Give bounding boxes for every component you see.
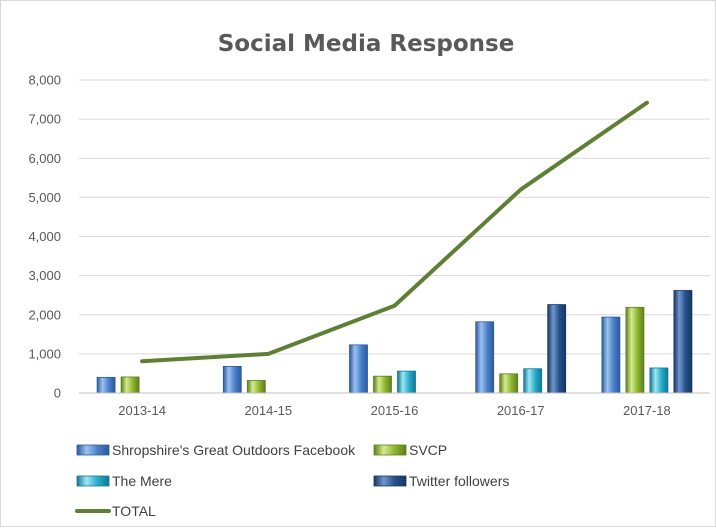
bar-1-4 bbox=[625, 306, 645, 394]
bar-1-1 bbox=[246, 380, 266, 394]
bar-0-3 bbox=[475, 321, 495, 394]
legend-label: Shropshire's Great Outdoors Facebook bbox=[112, 442, 356, 458]
y-tick-label: 0 bbox=[54, 386, 61, 401]
legend-item: SVCP bbox=[373, 442, 447, 458]
bar-1-2 bbox=[373, 375, 392, 394]
legend-label: Twitter followers bbox=[409, 473, 509, 489]
legend-item: Twitter followers bbox=[373, 473, 509, 489]
y-tick-label: 3,000 bbox=[28, 268, 61, 283]
legend-item: Shropshire's Great Outdoors Facebook bbox=[76, 442, 356, 458]
grid-layer bbox=[79, 79, 710, 355]
bar-0-2 bbox=[349, 344, 368, 394]
bar-2-4 bbox=[649, 367, 669, 394]
legend-swatch bbox=[76, 444, 110, 456]
y-tick-label: 1,000 bbox=[28, 346, 61, 361]
bar-3-3 bbox=[547, 304, 567, 394]
bar-1-0 bbox=[120, 376, 140, 394]
bar-0-0 bbox=[96, 376, 116, 394]
legend-swatch bbox=[373, 475, 407, 487]
x-tick-label: 2014-15 bbox=[244, 403, 292, 418]
x-tick-label: 2015-16 bbox=[371, 403, 419, 418]
legend-label: SVCP bbox=[409, 442, 447, 458]
y-tick-label: 4,000 bbox=[28, 229, 61, 244]
total-line bbox=[140, 100, 649, 364]
x-tick-label: 2016-17 bbox=[497, 403, 545, 418]
bar-0-4 bbox=[601, 316, 621, 394]
legend-swatch bbox=[373, 444, 407, 456]
bar-1-3 bbox=[499, 373, 519, 394]
legend-item: The Mere bbox=[76, 473, 172, 489]
y-tick-label: 6,000 bbox=[28, 151, 61, 166]
legend-label: The Mere bbox=[112, 473, 172, 489]
x-tick-label: 2017-18 bbox=[623, 403, 671, 418]
axis-layer: 0 1,000 2,000 3,000 4,000 5,000 6,000 7,000 8,00… bbox=[28, 73, 710, 418]
bar-2-3 bbox=[523, 368, 543, 394]
legend: Shropshire's Great Outdoors Facebook SVCP… bbox=[75, 442, 509, 519]
chart-title: Social Media Response bbox=[218, 31, 515, 57]
bar-0-1 bbox=[222, 365, 242, 394]
legend-swatch bbox=[76, 475, 110, 487]
legend-item: TOTAL bbox=[75, 503, 156, 519]
line-layer bbox=[140, 100, 649, 364]
bar-3-4 bbox=[673, 290, 693, 394]
x-tick-label: 2013-14 bbox=[118, 403, 166, 418]
y-tick-label: 7,000 bbox=[28, 112, 61, 127]
y-tick-label: 8,000 bbox=[28, 73, 61, 88]
y-tick-label: 5,000 bbox=[28, 190, 61, 205]
y-tick-label: 2,000 bbox=[28, 307, 61, 322]
legend-label: TOTAL bbox=[112, 503, 156, 519]
bar-2-2 bbox=[397, 370, 416, 394]
